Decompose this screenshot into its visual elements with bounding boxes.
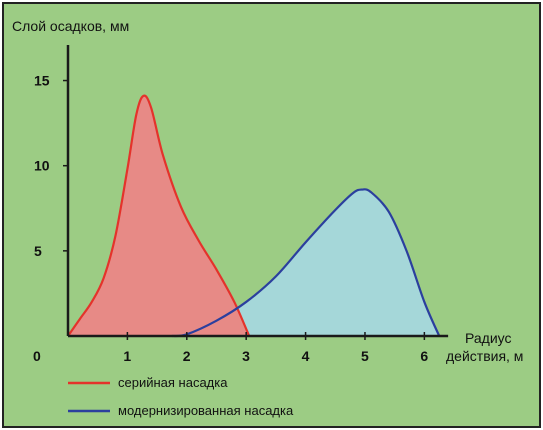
- x-tick-label: 5: [361, 348, 369, 364]
- legend-label-series-1: серийная насадка: [118, 375, 228, 390]
- x-tick-label: 1: [123, 348, 131, 364]
- areas-layer: [67, 94, 441, 338]
- x-tick-label: 2: [183, 348, 191, 364]
- x-axis-title-line-2: действия, м: [446, 348, 523, 364]
- y-tick-label: 15: [34, 73, 50, 89]
- x-tick-label: 4: [302, 348, 310, 364]
- y-axis-title: Слой осадков, мм: [12, 18, 129, 34]
- line-series-1: [67, 94, 251, 337]
- area-fill-series-2: [171, 189, 440, 337]
- legend: серийная насадка модернизированная насад…: [68, 375, 294, 418]
- area-fill-series-1: [68, 95, 250, 336]
- y-tick-label: 5: [34, 243, 42, 259]
- y-tick-label: 10: [34, 158, 50, 174]
- legend-label-series-2: модернизированная насадка: [118, 403, 294, 418]
- x-axis-title-line-1: Радиус: [465, 330, 512, 346]
- x-tick-label: 0: [33, 348, 41, 364]
- tick-labels-layer: 5 10 15 0 1 2 3 4 5 6: [33, 73, 428, 364]
- axes-layer: [66, 45, 449, 338]
- line-series-2: [171, 188, 441, 338]
- x-tick-label: 3: [242, 348, 250, 364]
- x-tick-label: 6: [420, 348, 428, 364]
